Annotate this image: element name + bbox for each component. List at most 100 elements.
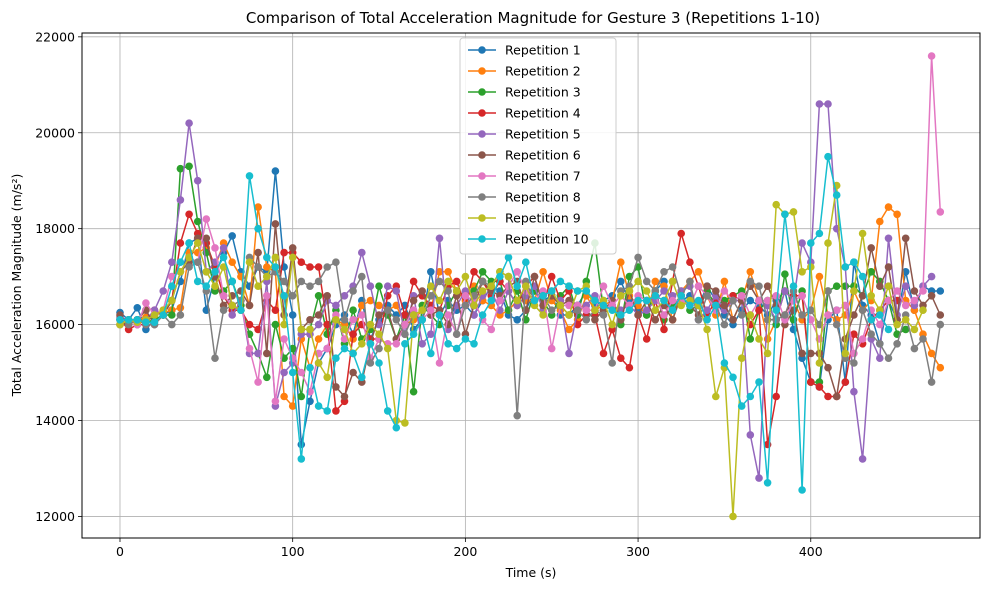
data-point <box>176 258 185 267</box>
data-point <box>323 373 332 382</box>
data-point <box>211 282 219 291</box>
data-point <box>211 354 219 363</box>
data-point <box>884 203 893 211</box>
data-point <box>746 277 755 286</box>
data-point <box>332 301 340 310</box>
data-point <box>271 306 280 315</box>
y-tick-label: 20000 <box>35 125 75 140</box>
data-point <box>850 258 858 267</box>
data-point <box>642 306 651 315</box>
data-point <box>927 378 936 386</box>
data-point <box>884 325 893 334</box>
legend-label: Repetition 7 <box>505 169 581 184</box>
data-point <box>271 220 280 228</box>
data-point <box>306 397 314 406</box>
data-point <box>746 335 755 343</box>
data-point <box>340 325 349 334</box>
data-point <box>660 287 668 295</box>
data-point <box>858 292 867 300</box>
data-point <box>556 301 565 310</box>
data-point <box>254 203 262 211</box>
data-point <box>461 292 470 300</box>
data-point <box>461 335 470 343</box>
data-point <box>401 330 409 339</box>
series-layer <box>116 52 945 521</box>
data-point <box>401 320 409 329</box>
data-point <box>617 258 625 267</box>
data-point <box>133 316 142 324</box>
data-point <box>867 292 875 300</box>
legend-item: Repetition 7 <box>468 169 581 184</box>
data-point <box>219 253 228 262</box>
data-point <box>927 349 936 358</box>
data-point <box>927 52 936 60</box>
data-point <box>901 316 910 324</box>
data-point <box>401 340 409 348</box>
data-point <box>452 330 461 339</box>
y-tick-label: 18000 <box>35 221 75 236</box>
data-point <box>314 320 323 329</box>
data-point <box>435 268 444 276</box>
data-point <box>729 296 737 305</box>
data-point <box>901 282 910 291</box>
data-point <box>314 292 323 300</box>
data-point <box>280 392 288 401</box>
data-point <box>297 392 306 401</box>
data-point <box>858 306 867 315</box>
data-point <box>168 320 176 329</box>
legend-swatch-marker <box>478 109 486 117</box>
data-point <box>297 258 306 267</box>
data-point <box>901 234 910 243</box>
data-point <box>124 316 133 324</box>
data-point <box>142 318 150 327</box>
data-point <box>288 354 297 363</box>
data-point <box>219 292 228 300</box>
data-point <box>487 325 496 334</box>
data-point <box>737 311 746 319</box>
data-point <box>375 301 383 310</box>
data-point <box>513 316 521 324</box>
legend-item: Repetition 6 <box>468 148 581 163</box>
data-point <box>332 383 340 391</box>
data-point <box>927 272 936 281</box>
data-point <box>712 301 720 310</box>
data-point <box>763 296 772 305</box>
legend-item: Repetition 9 <box>468 211 581 226</box>
data-point <box>280 320 288 329</box>
data-point <box>910 287 919 295</box>
data-point <box>530 296 539 305</box>
data-point <box>254 325 262 334</box>
data-point <box>409 330 418 339</box>
data-point <box>703 282 711 291</box>
data-point <box>358 272 366 281</box>
data-point <box>271 397 280 406</box>
data-point <box>720 320 729 329</box>
data-point <box>668 263 677 271</box>
data-point <box>660 311 668 319</box>
data-point <box>116 316 124 324</box>
legend-label: Repetition 3 <box>505 85 581 100</box>
data-point <box>608 359 616 367</box>
data-point <box>547 287 556 295</box>
data-point <box>634 311 642 319</box>
data-point <box>176 164 185 173</box>
legend-swatch-marker <box>478 88 486 96</box>
data-point <box>824 363 832 372</box>
data-point <box>504 272 513 281</box>
legend-item: Repetition 1 <box>468 43 581 58</box>
data-point <box>513 411 521 420</box>
data-point <box>789 282 798 291</box>
data-point <box>858 229 867 238</box>
data-point <box>919 335 927 343</box>
data-point <box>219 306 228 315</box>
legend-label: Repetition 1 <box>505 43 581 58</box>
data-point <box>409 277 418 286</box>
data-point <box>332 316 340 324</box>
data-point <box>832 306 841 315</box>
legend-box <box>459 37 617 255</box>
data-point <box>375 330 383 339</box>
data-point <box>375 359 383 367</box>
data-point <box>314 359 323 367</box>
data-point <box>815 272 824 281</box>
data-point <box>599 311 608 319</box>
